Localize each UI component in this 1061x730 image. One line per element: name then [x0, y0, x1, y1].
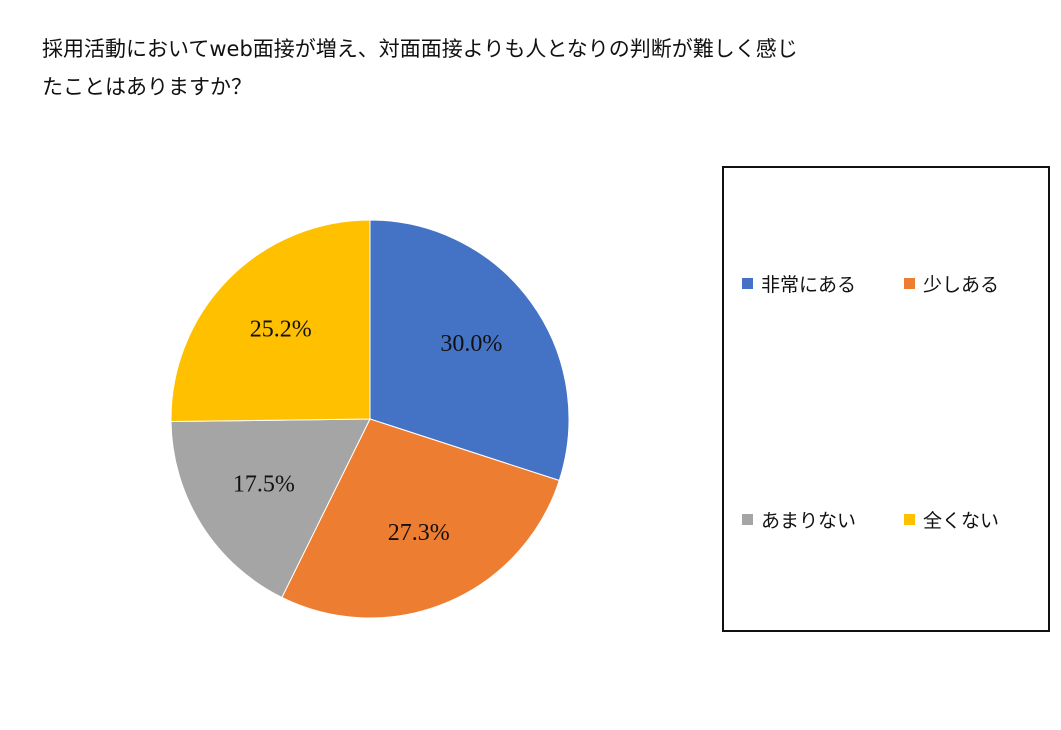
chart-title-line-1: 採用活動においてweb面接が増え、対面面接よりも人となりの判断が難しく感じ — [42, 37, 798, 61]
data-label-not-at-all: 25.2% — [250, 316, 312, 342]
pie-data-labels: 30.0% 27.3% 17.5% 25.2% — [233, 316, 502, 546]
pie-chart: 30.0% 27.3% 17.5% 25.2% — [170, 219, 570, 619]
legend-swatch-icon — [742, 514, 753, 525]
legend: 非常にある 少しある あまりない 全くない — [722, 166, 1050, 632]
slice-very-much[interactable] — [369, 219, 570, 482]
legend-label: あまりない — [761, 510, 857, 532]
slice-somewhat[interactable] — [281, 418, 560, 619]
legend-item-not-at-all[interactable]: 全くない — [904, 506, 999, 533]
legend-item-very-much[interactable]: 非常にある — [742, 270, 856, 297]
data-label-very-much: 30.0% — [440, 331, 502, 357]
legend-label: 全くない — [923, 510, 1000, 532]
chart-title-line-2: たことはありますか？ — [42, 75, 252, 99]
legend-swatch-icon — [742, 278, 753, 289]
data-label-not-much: 17.5% — [233, 471, 295, 497]
legend-swatch-icon — [904, 514, 915, 525]
legend-item-somewhat[interactable]: 少しある — [904, 270, 999, 297]
data-label-somewhat: 27.3% — [388, 520, 450, 546]
pie-slices — [170, 219, 570, 619]
slice-not-much[interactable] — [170, 418, 371, 599]
legend-item-not-much[interactable]: あまりない — [742, 506, 856, 533]
chart-title: 採用活動においてweb面接が増え、対面面接よりも人となりの判断が難しく感じ たこ… — [42, 30, 942, 106]
legend-label: 非常にある — [761, 274, 857, 296]
slice-not-at-all[interactable] — [170, 219, 371, 423]
legend-swatch-icon — [904, 278, 915, 289]
legend-label: 少しある — [923, 274, 1000, 296]
